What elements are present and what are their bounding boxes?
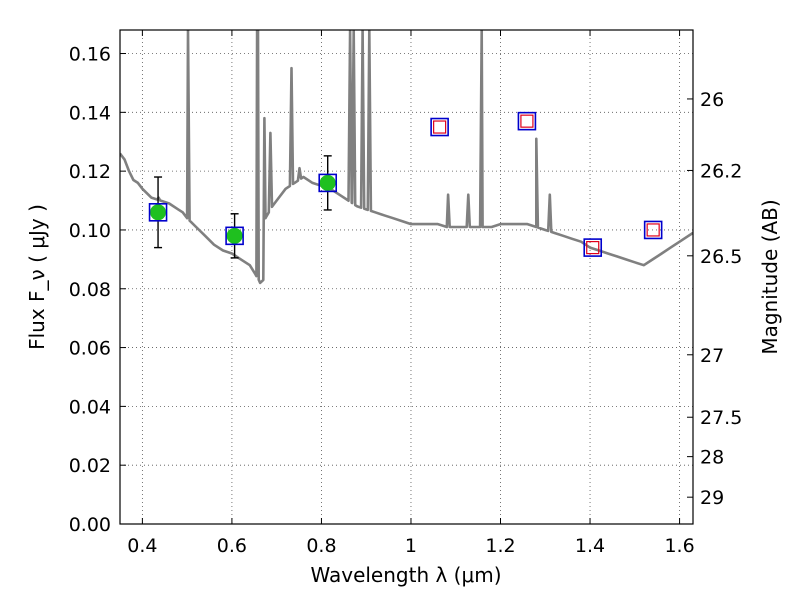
x-tick-label-5: 1.4: [575, 535, 605, 557]
upper-limit-marker-3: [646, 223, 660, 237]
band-marker-4: [517, 111, 537, 131]
band-marker-3: [430, 117, 449, 137]
plot-frame: [119, 29, 694, 525]
observed-point-1: [226, 227, 243, 244]
plot-background: [120, 30, 693, 524]
y-tick-label-6: 0.12: [69, 161, 111, 183]
x-axis: 0.4 0.6 0.8 1 1.2 1.4 1.6: [127, 30, 695, 557]
x-axis-label: Wavelength λ (μm): [310, 563, 501, 587]
y-tick-label-7: 0.14: [69, 102, 111, 124]
right-tick-label-6: 29: [700, 487, 724, 509]
y-axis-label: Flux F_ν ( μJy ): [25, 204, 49, 350]
right-tick-label-5: 28: [700, 447, 724, 469]
right-tick-label-1: 26.2: [700, 160, 742, 182]
spectrum-layer: [120, 30, 693, 285]
band-marker-6: [643, 220, 663, 240]
right-tick-label-4: 27.5: [700, 407, 742, 429]
upper-limit-markers: [433, 114, 660, 255]
y-axis-left: 0.00 0.02 0.04 0.06 0.08 0.10 0.12 0.14 0.16: [69, 44, 126, 536]
x-tick-label-1: 0.6: [217, 535, 247, 557]
x-tick-label-4: 1.2: [485, 535, 515, 557]
observed-points: [150, 174, 336, 244]
y-tick-label-0: 0.00: [69, 514, 111, 536]
observed-point-2: [319, 174, 336, 191]
y-tick-label-1: 0.02: [69, 455, 111, 477]
x-tick-label-6: 1.6: [664, 535, 694, 557]
model-spectrum-line: [120, 30, 693, 285]
upper-limit-marker-1: [520, 114, 534, 128]
y-tick-label-2: 0.04: [69, 396, 111, 418]
x-tick-label-0: 0.4: [127, 535, 157, 557]
y-tick-label-4: 0.08: [69, 279, 111, 301]
x-tick-label-3: 1: [405, 535, 417, 557]
right-tick-label-3: 27: [700, 345, 724, 367]
y-axis-right-label: Magnitude (AB): [758, 199, 782, 354]
upper-limit-marker-2: [586, 240, 600, 255]
upper-limit-marker-0: [433, 120, 447, 134]
band-markers: [148, 111, 663, 257]
observed-point-0: [150, 204, 167, 221]
right-tick-label-0: 26: [700, 89, 724, 111]
x-tick-label-2: 0.8: [306, 535, 336, 557]
y-tick-label-8: 0.16: [69, 44, 111, 66]
band-marker-5: [583, 238, 603, 257]
band-marker-0: [148, 203, 168, 222]
right-tick-label-2: 26.5: [700, 246, 742, 268]
band-marker-2: [318, 173, 338, 193]
y-axis-right: 26 26.2 26.5 27 27.5 28 29: [687, 89, 742, 509]
y-tick-label-5: 0.10: [69, 220, 111, 242]
y-tick-label-3: 0.06: [69, 338, 111, 360]
band-marker-1: [225, 226, 244, 246]
